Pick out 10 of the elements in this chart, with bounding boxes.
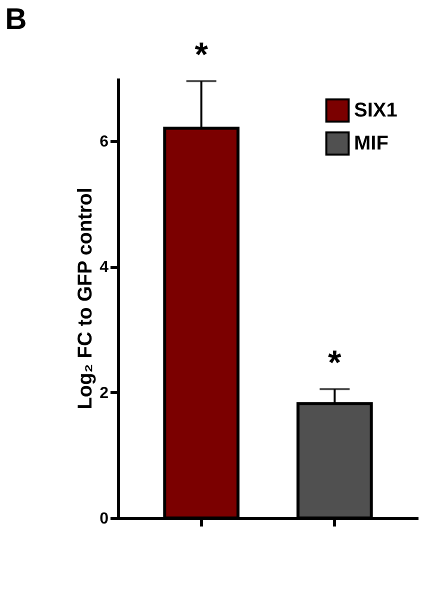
chart-title: B bbox=[5, 3, 27, 36]
y-tick-label: 4 bbox=[100, 259, 109, 276]
y-tick-label: 0 bbox=[100, 510, 109, 528]
y-axis-title: Log₂ FC to GFP control bbox=[74, 188, 97, 410]
annotation: * bbox=[328, 344, 342, 382]
legend-label: SIX1 bbox=[354, 100, 398, 122]
annotation: * bbox=[194, 36, 209, 74]
y-tick-label: 2 bbox=[100, 384, 109, 402]
y-tick-label: 6 bbox=[100, 133, 109, 150]
legend-label: MIF bbox=[354, 132, 388, 154]
